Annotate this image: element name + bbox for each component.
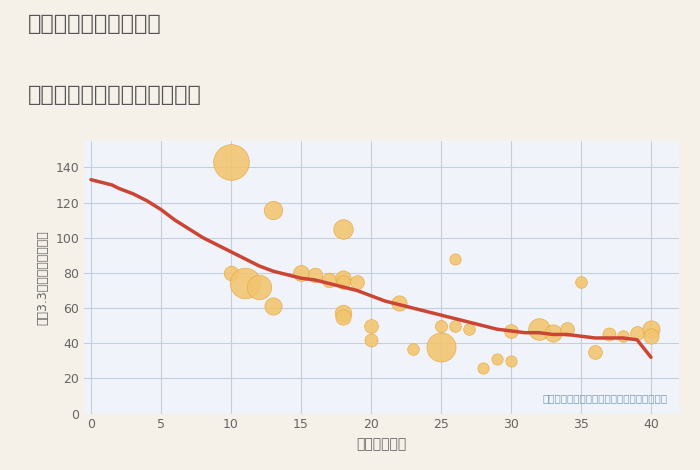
Y-axis label: 坪（3.3㎡）単価（万円）: 坪（3.3㎡）単価（万円） — [36, 230, 50, 325]
X-axis label: 築年数（年）: 築年数（年） — [356, 437, 407, 451]
Point — [491, 355, 503, 363]
Text: 円の大きさは、取引のあった物件面積を示す: 円の大きさは、取引のあった物件面積を示す — [542, 393, 667, 403]
Point — [575, 278, 587, 285]
Point — [533, 325, 545, 333]
Point — [309, 271, 321, 278]
Point — [393, 299, 405, 306]
Point — [561, 325, 573, 333]
Point — [337, 278, 349, 285]
Point — [449, 322, 461, 329]
Point — [631, 329, 643, 337]
Point — [351, 278, 363, 285]
Point — [435, 343, 447, 351]
Point — [225, 158, 237, 166]
Point — [337, 313, 349, 321]
Point — [645, 325, 657, 333]
Point — [477, 364, 489, 372]
Point — [407, 345, 419, 352]
Point — [295, 269, 307, 277]
Point — [323, 276, 335, 284]
Point — [337, 310, 349, 317]
Point — [337, 225, 349, 233]
Point — [645, 332, 657, 340]
Point — [267, 206, 279, 213]
Point — [603, 331, 615, 338]
Point — [617, 332, 629, 340]
Point — [505, 357, 517, 365]
Point — [463, 325, 475, 333]
Point — [449, 255, 461, 263]
Text: 築年数別中古マンション価格: 築年数別中古マンション価格 — [28, 85, 202, 105]
Point — [505, 327, 517, 335]
Point — [267, 303, 279, 310]
Point — [337, 274, 349, 282]
Point — [547, 329, 559, 337]
Point — [225, 269, 237, 277]
Text: 奈良県奈良市横田町の: 奈良県奈良市横田町の — [28, 14, 162, 34]
Point — [253, 283, 265, 291]
Point — [589, 348, 601, 356]
Point — [435, 322, 447, 329]
Point — [239, 280, 251, 287]
Point — [365, 336, 377, 344]
Point — [365, 322, 377, 329]
